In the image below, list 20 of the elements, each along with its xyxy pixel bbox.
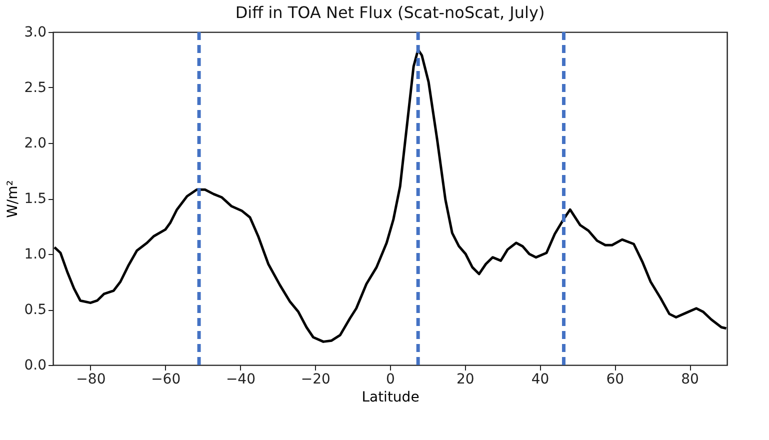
y-tick-label: 3.0 <box>24 24 46 40</box>
y-axis-title: W/m² <box>5 180 22 218</box>
y-tick-label: 0.0 <box>24 358 46 374</box>
x-axis-title: Latitude <box>362 390 420 406</box>
y-tick-label: 1.0 <box>24 246 46 262</box>
x-tick-label: 60 <box>606 372 624 388</box>
x-tick-label: 0 <box>386 372 395 388</box>
x-tick-label: −60 <box>151 372 181 388</box>
y-tick-label: 2.5 <box>24 80 46 96</box>
y-tick-label: 0.5 <box>24 302 46 318</box>
x-tick-label: 20 <box>456 372 474 388</box>
x-tick-label: 40 <box>531 372 550 388</box>
x-tick-label: −40 <box>226 372 256 388</box>
x-tick-label: −80 <box>76 372 106 388</box>
x-tick-label: 80 <box>681 372 699 388</box>
line-series <box>53 48 728 343</box>
y-tick-label: 2.0 <box>24 136 46 152</box>
chart-title: Diff in TOA Net Flux (Scat-noScat, July) <box>235 3 545 22</box>
y-tick-label: 1.5 <box>24 191 46 207</box>
x-tick-label: −20 <box>300 372 330 388</box>
